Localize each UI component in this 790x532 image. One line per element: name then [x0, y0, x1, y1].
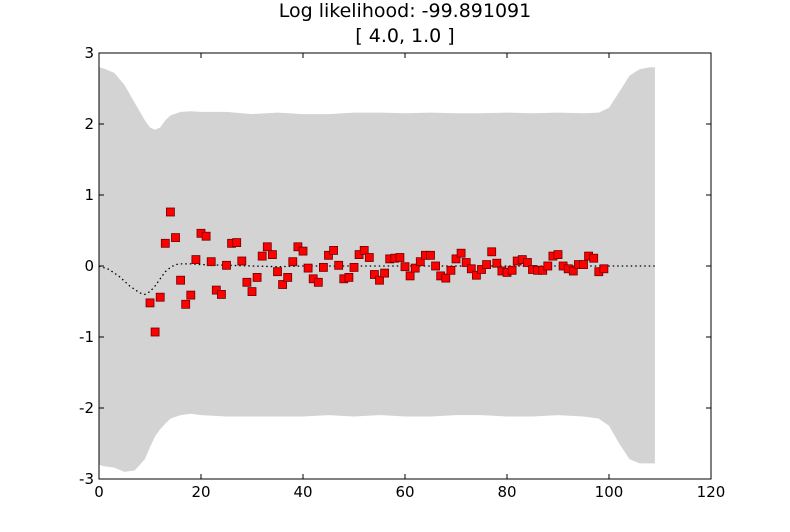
- data-point: [543, 261, 553, 271]
- data-point: [344, 272, 354, 282]
- data-point: [426, 250, 435, 260]
- data-point: [283, 272, 293, 282]
- data-point: [186, 290, 196, 300]
- data-point: [579, 260, 588, 270]
- data-point: [324, 250, 333, 260]
- y-tick-label: 0: [84, 257, 94, 275]
- data-point: [273, 267, 282, 277]
- data-point: [288, 257, 298, 267]
- data-point: [165, 207, 175, 217]
- data-point: [369, 270, 379, 279]
- data-point: [405, 271, 415, 281]
- data-point: [201, 231, 211, 241]
- data-point: [380, 268, 390, 278]
- data-point: [553, 250, 563, 260]
- data-point: [456, 248, 466, 258]
- data-point: [262, 242, 272, 252]
- data-point: [298, 246, 308, 256]
- confidence-band: [99, 67, 655, 472]
- x-tick-label: 20: [191, 483, 210, 501]
- data-point: [507, 265, 517, 275]
- confidence-band-layer: [99, 67, 655, 472]
- data-point: [232, 238, 242, 248]
- data-point: [222, 260, 231, 270]
- x-tick-label: 60: [395, 483, 414, 501]
- data-point: [303, 263, 313, 273]
- chart-title: Log likelihood: -99.891091: [279, 0, 532, 22]
- x-tick-label: 40: [293, 483, 312, 501]
- data-point: [191, 255, 201, 265]
- data-point: [176, 275, 186, 285]
- data-point: [477, 265, 486, 274]
- axis-ticks: 0 20 40 60 80 100 120 -3 -2 -1 0 1 2 3: [79, 44, 725, 501]
- data-points-layer: [145, 207, 609, 337]
- y-tick-label: 3: [84, 44, 94, 62]
- chart-subtitle: [ 4.0, 1.0 ]: [355, 25, 454, 47]
- data-point: [318, 262, 328, 272]
- data-point: [415, 257, 425, 267]
- data-point: [242, 277, 252, 287]
- data-point: [181, 299, 191, 309]
- data-point: [523, 258, 532, 267]
- data-point: [145, 298, 155, 308]
- y-tick-label: -1: [79, 328, 94, 346]
- data-point: [441, 273, 451, 283]
- x-tick-label: 0: [94, 483, 104, 501]
- data-point: [359, 245, 369, 255]
- mean-line-layer: [98, 263, 655, 296]
- data-point: [257, 251, 267, 261]
- data-point: [599, 264, 609, 274]
- y-tick-label: 2: [84, 115, 94, 133]
- data-point: [400, 262, 410, 272]
- data-point: [451, 254, 461, 264]
- data-point: [364, 253, 374, 262]
- data-point: [487, 247, 497, 257]
- data-point: [155, 292, 165, 302]
- data-point: [375, 275, 384, 285]
- x-tick-label: 100: [595, 483, 624, 501]
- data-point: [206, 257, 216, 267]
- x-tick-label: 120: [697, 483, 726, 501]
- data-point: [216, 289, 226, 299]
- data-point: [247, 287, 257, 297]
- data-point: [395, 253, 405, 262]
- x-tick-label: 80: [497, 483, 516, 501]
- data-point: [160, 238, 170, 248]
- y-tick-label: -2: [79, 399, 94, 417]
- data-point: [431, 261, 441, 271]
- data-point: [252, 272, 262, 282]
- data-point: [446, 265, 456, 275]
- data-point: [589, 253, 599, 263]
- data-point: [492, 258, 502, 268]
- data-point: [349, 262, 359, 272]
- data-point: [466, 264, 476, 274]
- data-point: [278, 280, 288, 289]
- data-point: [461, 258, 471, 267]
- data-point: [334, 260, 344, 270]
- data-point: [267, 250, 277, 260]
- data-point: [568, 266, 578, 276]
- data-point: [150, 327, 160, 337]
- data-point: [329, 245, 339, 255]
- data-point: [410, 263, 420, 273]
- data-point: [171, 233, 180, 243]
- data-point: [471, 270, 481, 280]
- y-tick-label: -3: [79, 470, 94, 488]
- data-point: [482, 260, 492, 270]
- data-point: [313, 277, 323, 287]
- data-point: [237, 256, 247, 266]
- mean-line: [98, 263, 655, 296]
- y-tick-label: 1: [84, 186, 94, 204]
